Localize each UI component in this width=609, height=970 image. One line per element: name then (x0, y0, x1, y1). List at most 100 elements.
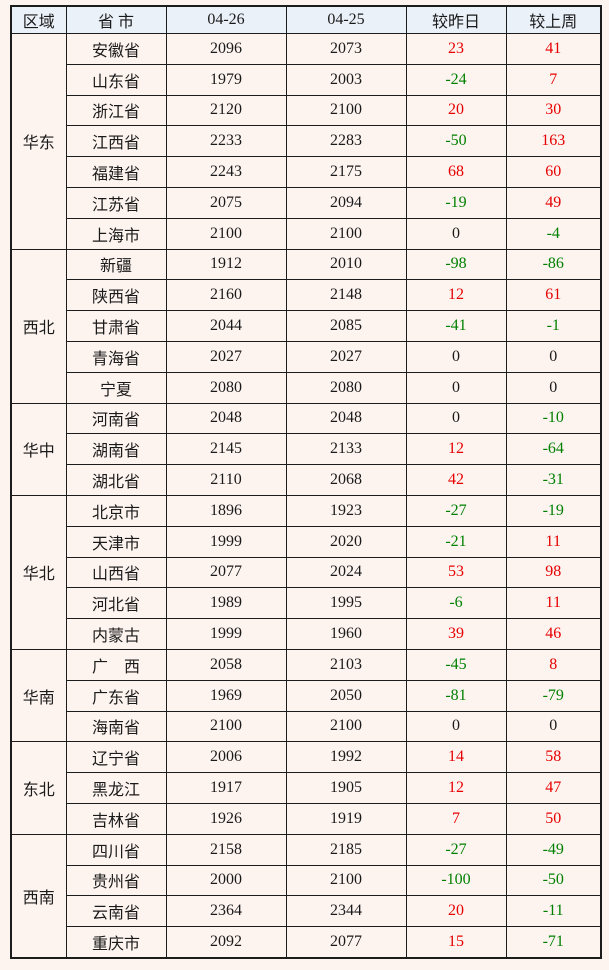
table-row: 重庆市 2092 2077 15 -71 (11, 926, 602, 959)
table-row: 广东省 1969 2050 -81 -79 (11, 679, 602, 712)
province-cell: 山西省 (65, 556, 167, 589)
vs-yesterday-cell: -50 (405, 125, 507, 158)
column-header-3: 04-25 (285, 5, 407, 34)
vs-last-week-cell: 61 (505, 279, 602, 312)
province-cell: 湖南省 (65, 433, 167, 466)
vs-last-week-cell: -64 (505, 433, 602, 466)
column-header-4: 较昨日 (405, 5, 507, 34)
price-0425-cell: 2077 (285, 926, 407, 959)
province-cell: 北京市 (65, 494, 167, 527)
region-cell: 华东 (10, 33, 67, 250)
price-0425-cell: 2068 (285, 464, 407, 496)
province-cell: 四川省 (65, 833, 167, 866)
price-0425-cell: 1992 (285, 741, 407, 774)
price-0425-cell: 2080 (285, 371, 407, 404)
price-0425-cell: 2185 (285, 833, 407, 866)
vs-yesterday-cell: 20 (405, 895, 507, 928)
vs-yesterday-cell: 39 (405, 618, 507, 650)
province-cell: 江西省 (65, 125, 167, 158)
price-0426-cell: 2145 (165, 433, 287, 466)
table-row: 天津市 1999 2020 -21 11 (11, 525, 602, 558)
province-cell: 福建省 (65, 156, 167, 188)
price-0425-cell: 2048 (285, 402, 407, 435)
province-cell: 吉林省 (65, 802, 167, 835)
vs-yesterday-cell: 12 (405, 433, 507, 466)
price-0426-cell: 2058 (165, 648, 287, 681)
vs-last-week-cell: 163 (505, 125, 602, 158)
vs-yesterday-cell: 12 (405, 772, 507, 804)
table-header: 区域省 市 04-26 04-25 较昨日 较上周 (10, 5, 602, 34)
price-0425-cell: 1919 (285, 802, 407, 835)
vs-yesterday-cell: -45 (405, 648, 507, 681)
vs-yesterday-cell: -6 (405, 587, 507, 620)
province-cell: 湖北省 (65, 464, 167, 496)
vs-last-week-cell: 11 (505, 525, 602, 558)
price-0426-cell: 2233 (165, 125, 287, 158)
vs-yesterday-cell: -98 (405, 248, 507, 281)
vs-last-week-cell: -1 (505, 310, 602, 342)
province-cell: 陕西省 (65, 279, 167, 312)
vs-yesterday-cell: 42 (405, 464, 507, 496)
region-cell: 西北 (10, 248, 67, 404)
province-cell: 安徽省 (65, 33, 167, 65)
price-0425-cell: 2100 (285, 864, 407, 897)
table-row: 云南省 2364 2344 20 -11 (11, 895, 602, 928)
table-row: 贵州省 2000 2100 -100 -50 (11, 864, 602, 897)
vs-yesterday-cell: -24 (405, 63, 507, 96)
vs-last-week-cell: -71 (505, 926, 602, 959)
price-0426-cell: 1917 (165, 772, 287, 804)
province-cell: 辽宁省 (65, 741, 167, 774)
table-row: 上海市 2100 2100 0 -4 (11, 217, 602, 250)
header-row: 区域省 市 04-26 04-25 较昨日 较上周 (10, 5, 602, 34)
price-0425-cell: 2094 (285, 186, 407, 219)
vs-yesterday-cell: 12 (405, 279, 507, 312)
province-cell: 新疆 (65, 248, 167, 281)
price-0425-cell: 1905 (285, 772, 407, 804)
vs-last-week-cell: -19 (505, 494, 602, 527)
vs-last-week-cell: 46 (505, 618, 602, 650)
price-0426-cell: 2096 (165, 33, 287, 65)
vs-last-week-cell: 60 (505, 156, 602, 188)
vs-last-week-cell: 0 (505, 371, 602, 404)
table-row: 华中 河南省 2048 2048 0 -10 (10, 402, 602, 496)
province-cell: 山东省 (65, 63, 167, 96)
table-row: 浙江省 2120 2100 20 30 (11, 94, 602, 127)
price-0425-cell: 2020 (285, 525, 407, 558)
price-0425-cell: 2073 (285, 33, 407, 65)
table-row: 华东 安徽省 2096 2073 23 41 (10, 33, 602, 250)
price-0426-cell: 1999 (165, 618, 287, 650)
price-0425-cell: 2085 (285, 310, 407, 342)
price-0425-cell: 2148 (285, 279, 407, 312)
price-0425-cell: 1995 (285, 587, 407, 620)
price-0426-cell: 1926 (165, 802, 287, 835)
column-header-0: 区域 (10, 5, 67, 34)
price-0425-cell: 2100 (285, 94, 407, 127)
province-cell: 甘肃省 (65, 310, 167, 342)
province-cell: 宁夏 (65, 371, 167, 404)
price-table-container: 区域省 市 04-26 04-25 较昨日 较上周 华东 安徽省 2096 2073 23 41 山… (10, 5, 602, 959)
region-cell: 东北 (10, 741, 67, 835)
price-0426-cell: 2048 (165, 402, 287, 435)
vs-last-week-cell: -50 (505, 864, 602, 897)
price-0426-cell: 2092 (165, 926, 287, 959)
table-row: 湖北省 2110 2068 42 -31 (11, 464, 602, 496)
vs-last-week-cell: -79 (505, 679, 602, 712)
table-row: 山西省 2077 2024 53 98 (11, 556, 602, 589)
vs-last-week-cell: -4 (505, 217, 602, 250)
price-0425-cell: 2024 (285, 556, 407, 589)
price-0425-cell: 2344 (285, 895, 407, 928)
vs-yesterday-cell: 14 (405, 741, 507, 774)
table-row: 福建省 2243 2175 68 60 (11, 156, 602, 188)
vs-last-week-cell: 8 (505, 648, 602, 681)
vs-last-week-cell: 41 (505, 33, 602, 65)
region-cell: 华中 (10, 402, 67, 496)
vs-yesterday-cell: 0 (405, 371, 507, 404)
table-row: 西南 四川省 2158 2185 -27 -49 (10, 833, 602, 959)
table-row: 青海省 2027 2027 0 0 (11, 340, 602, 373)
province-cell: 青海省 (65, 340, 167, 373)
price-0425-cell: 2175 (285, 156, 407, 188)
vs-last-week-cell: -11 (505, 895, 602, 928)
price-table: 区域省 市 04-26 04-25 较昨日 较上周 华东 安徽省 2096 2073 23 41 山… (10, 5, 602, 959)
price-0426-cell: 1912 (165, 248, 287, 281)
province-cell: 浙江省 (65, 94, 167, 127)
